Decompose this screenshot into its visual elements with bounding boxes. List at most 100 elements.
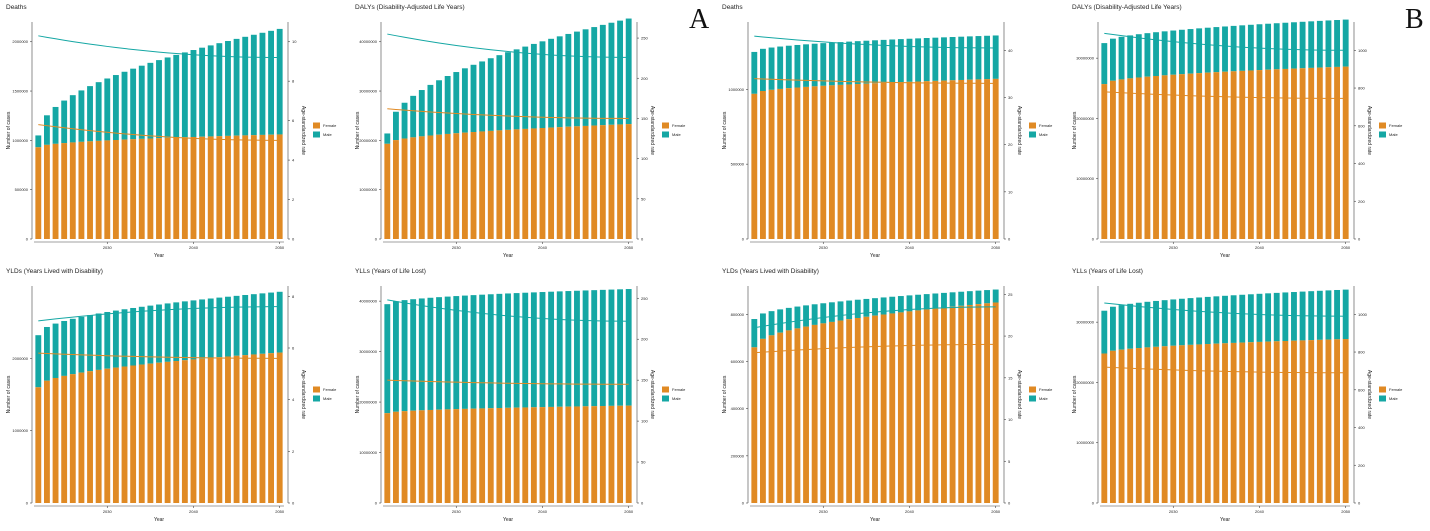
- bar-female: [880, 314, 887, 503]
- bar-female: [250, 354, 257, 503]
- bar-female: [461, 132, 468, 239]
- y2-tick-label: 100: [641, 419, 648, 424]
- bar-male: [436, 80, 442, 135]
- legend-label-male: Male: [1389, 396, 1398, 401]
- y-tick-label: 30000000: [359, 349, 378, 354]
- bar-male: [410, 299, 417, 411]
- chart-title: YLDs (Years Lived with Disability): [722, 268, 819, 275]
- bar-female: [811, 86, 818, 240]
- bar-female: [1196, 344, 1203, 503]
- male-rate-line: [387, 299, 629, 322]
- legend-label-female: Female: [1389, 387, 1403, 392]
- bar-female: [513, 129, 520, 239]
- y-tick-label: 40000000: [359, 39, 378, 44]
- y2-tick-label: 0: [1008, 501, 1011, 506]
- legend: Female Male: [1379, 122, 1403, 138]
- legend-swatch-female: [662, 122, 669, 129]
- bar-male: [863, 40, 870, 84]
- bar-female: [225, 135, 231, 239]
- bar-female: [470, 408, 477, 503]
- bar-male: [453, 72, 460, 134]
- bar-male: [777, 46, 784, 89]
- bar-female: [418, 136, 425, 239]
- bar-female: [1204, 344, 1211, 503]
- male-rate-line: [387, 33, 629, 58]
- bar-female: [803, 326, 809, 503]
- bar-female: [846, 319, 853, 503]
- bar-male: [1316, 290, 1323, 340]
- bar-male: [785, 45, 792, 89]
- bar-male: [44, 115, 50, 145]
- y2-axis-title: Age-standardized rate: [1366, 106, 1372, 155]
- bar-female: [147, 363, 154, 503]
- bar-male: [199, 47, 206, 137]
- bar-female: [393, 411, 399, 503]
- bar-male: [941, 37, 947, 81]
- bar-male: [617, 289, 623, 406]
- y2-tick-label: 150: [641, 116, 648, 121]
- bar-male: [906, 295, 913, 312]
- y-axis-title: Number of cases: [355, 375, 361, 413]
- bar-male: [147, 305, 154, 364]
- bar-female: [522, 128, 529, 239]
- bar-female: [1282, 340, 1289, 503]
- legend-swatch-male: [1379, 131, 1386, 138]
- y-axis-title: Number of cases: [722, 111, 728, 149]
- bar-female: [418, 410, 425, 503]
- bar-female: [760, 338, 766, 503]
- bar-female: [872, 315, 878, 503]
- y2-axis-title: Age-standardized rate: [300, 370, 306, 419]
- y-axis-title: Number of cases: [6, 375, 12, 413]
- bar-male: [854, 299, 861, 318]
- y2-tick-label: 100: [641, 156, 648, 161]
- bar-female: [794, 328, 801, 503]
- bar-male: [1101, 43, 1108, 85]
- bar-female: [958, 79, 965, 240]
- bar-female: [444, 133, 451, 239]
- bar-female: [1316, 339, 1323, 503]
- chart-7: YLDs (Years Lived with Disability) 0 20000…: [722, 268, 1053, 523]
- bar-female: [751, 93, 758, 240]
- bar-male: [949, 292, 956, 307]
- y-tick-label: 10000000: [359, 450, 378, 455]
- legend-swatch-female: [313, 122, 320, 129]
- bar-female: [539, 407, 546, 503]
- x-axis-title: Year: [1220, 253, 1230, 259]
- bar-female: [1342, 339, 1349, 503]
- y-tick-label: 20000000: [1076, 116, 1095, 121]
- bar-female: [78, 141, 85, 239]
- bar-male: [992, 35, 999, 79]
- bar-male: [513, 49, 520, 130]
- bar-female: [582, 125, 589, 239]
- bar-female: [539, 127, 546, 239]
- bar-female: [453, 133, 460, 239]
- bar-female: [1178, 345, 1185, 503]
- bar-male: [95, 313, 102, 370]
- bar-female: [794, 87, 801, 239]
- y2-axis-title: Age-standardized rate: [300, 106, 306, 155]
- bar-male: [591, 290, 598, 407]
- bar-male: [69, 318, 76, 375]
- chart-title: DALYs (Disability-Adjusted Life Years): [355, 4, 465, 11]
- bar-female: [104, 140, 111, 239]
- bar-male: [608, 22, 615, 125]
- bar-female: [95, 369, 102, 503]
- bar-female: [1170, 345, 1177, 503]
- bar-male: [1170, 299, 1177, 346]
- bar-male: [1127, 303, 1134, 349]
- y2-axis-title: Age-standardized rate: [649, 370, 655, 419]
- bar-female: [1316, 67, 1323, 239]
- y-tick-label: 1000000: [728, 87, 744, 92]
- bar-male: [242, 36, 249, 136]
- bar-female: [173, 137, 180, 239]
- bar-female: [427, 409, 434, 503]
- bar-female: [863, 83, 870, 239]
- bar-male: [1127, 35, 1134, 79]
- bar-female: [820, 85, 827, 239]
- bar-male: [785, 307, 792, 331]
- bar-male: [233, 295, 240, 356]
- bar-male: [181, 52, 188, 138]
- bar-male: [436, 297, 442, 410]
- y2-tick-label: 600: [1358, 387, 1365, 392]
- bar-female: [1101, 353, 1108, 503]
